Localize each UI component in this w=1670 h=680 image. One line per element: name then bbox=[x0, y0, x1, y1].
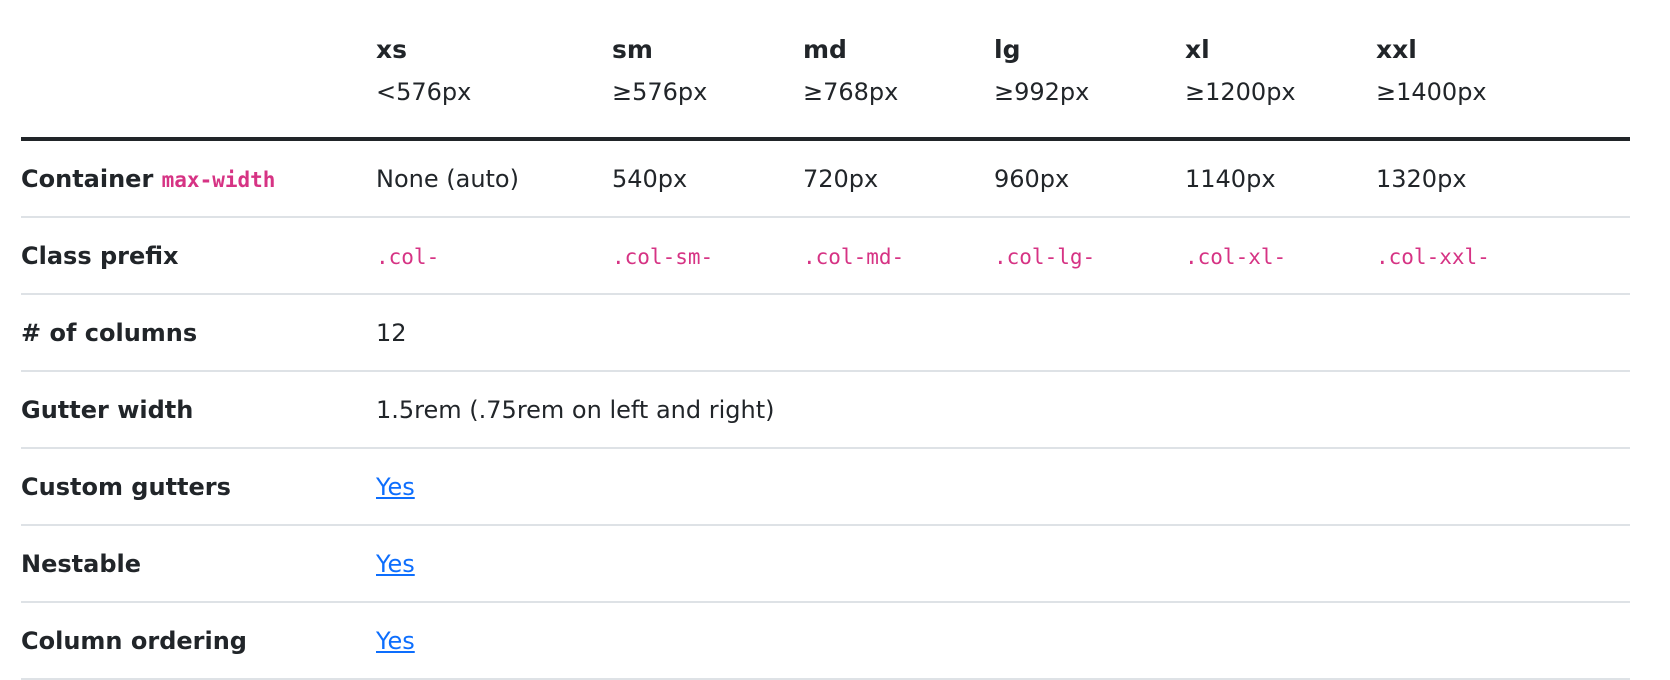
table-cell: None (auto) bbox=[376, 139, 612, 218]
class-prefix-code: .col- bbox=[376, 244, 440, 269]
class-prefix-code: .col-lg- bbox=[994, 244, 1096, 269]
row-gutter-width: Gutter width 1.5rem (.75rem on left and … bbox=[21, 371, 1630, 449]
header-xxl: xxl ≥1400px bbox=[1376, 0, 1630, 141]
table-cell: 1320px bbox=[1376, 139, 1630, 218]
class-prefix-code: .col-xxl- bbox=[1376, 244, 1490, 269]
row-nestable: Nestable Yes bbox=[21, 525, 1630, 603]
header-empty-cell bbox=[21, 0, 376, 141]
breakpoint-size: ≥1200px bbox=[1185, 77, 1296, 106]
table-cell: 12 bbox=[376, 294, 1630, 372]
row-column-ordering: Column ordering Yes bbox=[21, 602, 1630, 680]
breakpoint-name: xl bbox=[1185, 34, 1210, 64]
breakpoint-name: lg bbox=[994, 34, 1021, 64]
table-cell: 1.5rem (.75rem on left and right) bbox=[376, 371, 1630, 449]
header-md: md ≥768px bbox=[803, 0, 994, 141]
row-label: # of columns bbox=[21, 294, 376, 372]
column-ordering-link[interactable]: Yes bbox=[376, 626, 415, 655]
breakpoint-size: ≥768px bbox=[803, 77, 899, 106]
header-xl: xl ≥1200px bbox=[1185, 0, 1376, 141]
table-cell: Yes bbox=[376, 525, 1630, 603]
table-cell: 540px bbox=[612, 139, 803, 218]
custom-gutters-link[interactable]: Yes bbox=[376, 472, 415, 501]
grid-options-table: xs <576px sm ≥576px md ≥768px lg ≥992px … bbox=[21, 0, 1630, 680]
row-columns: # of columns 12 bbox=[21, 294, 1630, 372]
table-cell: .col- bbox=[376, 217, 612, 295]
breakpoint-name: sm bbox=[612, 34, 653, 64]
table-cell: .col-lg- bbox=[994, 217, 1185, 295]
class-prefix-code: .col-sm- bbox=[612, 244, 714, 269]
table-cell: Yes bbox=[376, 602, 1630, 680]
breakpoint-name: md bbox=[803, 34, 847, 64]
row-label: Column ordering bbox=[21, 602, 376, 680]
row-label: Container max-width bbox=[21, 139, 376, 218]
row-label: Nestable bbox=[21, 525, 376, 603]
table-cell: 960px bbox=[994, 139, 1185, 218]
header-row: xs <576px sm ≥576px md ≥768px lg ≥992px … bbox=[21, 0, 1630, 141]
row-container: Container max-width None (auto) 540px 72… bbox=[21, 139, 1630, 218]
header-xs: xs <576px bbox=[376, 0, 612, 141]
row-label: Gutter width bbox=[21, 371, 376, 449]
class-prefix-code: .col-xl- bbox=[1185, 244, 1287, 269]
header-lg: lg ≥992px bbox=[994, 0, 1185, 141]
table-body: Container max-width None (auto) 540px 72… bbox=[21, 139, 1630, 680]
table-cell: 720px bbox=[803, 139, 994, 218]
table-cell: .col-xxl- bbox=[1376, 217, 1630, 295]
breakpoint-name: xs bbox=[376, 34, 408, 64]
breakpoint-size: <576px bbox=[376, 77, 472, 106]
breakpoint-size: ≥992px bbox=[994, 77, 1090, 106]
row-label: Class prefix bbox=[21, 217, 376, 295]
row-class-prefix: Class prefix .col- .col-sm- .col-md- .co… bbox=[21, 217, 1630, 295]
table-header: xs <576px sm ≥576px md ≥768px lg ≥992px … bbox=[21, 0, 1630, 141]
row-label-text: Container bbox=[21, 164, 154, 193]
table-cell: Yes bbox=[376, 448, 1630, 526]
nestable-link[interactable]: Yes bbox=[376, 549, 415, 578]
breakpoint-name: xxl bbox=[1376, 34, 1417, 64]
table-cell: 1140px bbox=[1185, 139, 1376, 218]
max-width-code: max-width bbox=[161, 167, 276, 192]
breakpoint-size: ≥1400px bbox=[1376, 77, 1487, 106]
class-prefix-code: .col-md- bbox=[803, 244, 905, 269]
row-custom-gutters: Custom gutters Yes bbox=[21, 448, 1630, 526]
table-cell: .col-md- bbox=[803, 217, 994, 295]
table-cell: .col-xl- bbox=[1185, 217, 1376, 295]
table-cell: .col-sm- bbox=[612, 217, 803, 295]
row-label: Custom gutters bbox=[21, 448, 376, 526]
header-sm: sm ≥576px bbox=[612, 0, 803, 141]
breakpoint-size: ≥576px bbox=[612, 77, 708, 106]
